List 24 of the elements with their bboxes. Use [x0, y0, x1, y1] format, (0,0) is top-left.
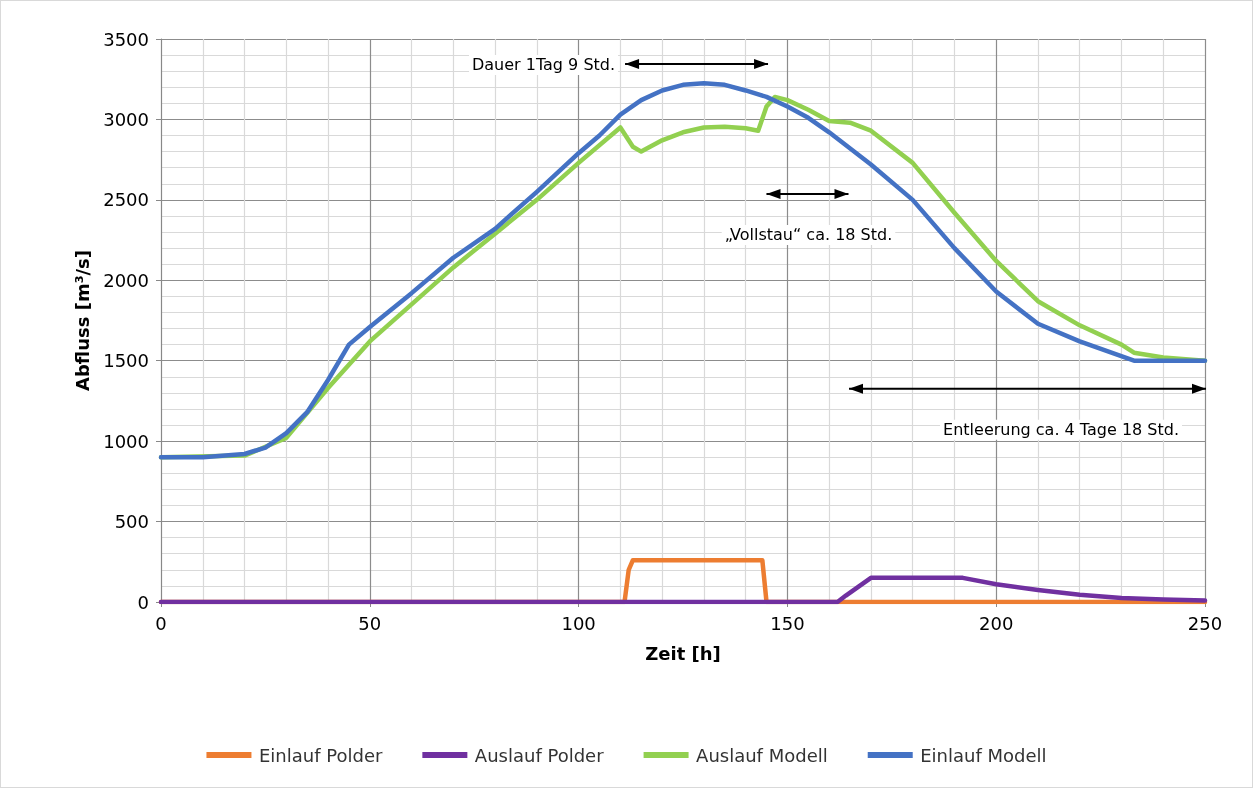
y-tick-label: 2000	[103, 269, 149, 291]
x-tick-label: 50	[358, 612, 382, 634]
y-tick-label: 1000	[103, 430, 149, 452]
legend-label: Auslauf Polder	[474, 744, 605, 766]
annotation: „Vollstau“ ca. 18 Std.	[724, 225, 893, 245]
x-tick-label: 200	[979, 612, 1014, 634]
x-tick-label: 150	[770, 612, 805, 634]
y-tick-label: 2500	[103, 189, 149, 211]
y-axis-title: Abfluss [m³/s]	[71, 249, 93, 392]
annotation: Dauer 1Tag 9 Std.	[471, 55, 616, 75]
y-tick-label: 3500	[103, 28, 149, 50]
y-tick-label: 0	[137, 591, 149, 613]
legend-label: Auslauf Modell	[696, 744, 828, 766]
annotation: Entleerung ca. 4 Tage 18 Std.	[943, 420, 1179, 440]
x-axis-title: Zeit [h]	[645, 642, 721, 664]
line-series	[158, 575, 1208, 605]
x-tick-label: 250	[1187, 612, 1223, 634]
legend-label: Einlauf Modell	[920, 744, 1047, 766]
y-tick-label: 500	[114, 511, 149, 533]
legend-label: Einlauf Polder	[258, 744, 383, 766]
y-tick-label: 3000	[103, 108, 149, 130]
x-tick-label: 0	[155, 612, 167, 634]
y-tick-label: 1500	[103, 350, 149, 372]
x-tick-label: 100	[561, 612, 596, 634]
